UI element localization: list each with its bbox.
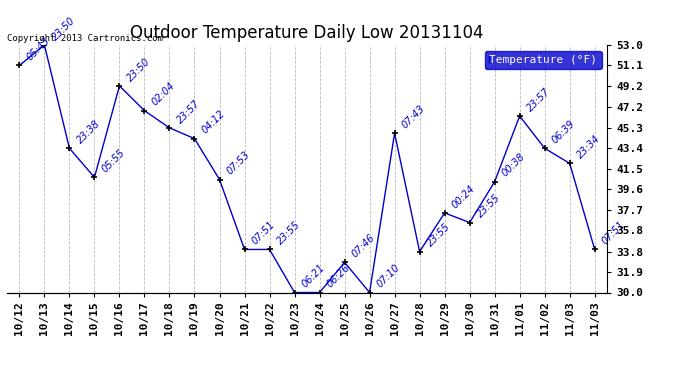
Text: 05:43: 05:43 bbox=[25, 36, 52, 63]
Text: 06:26: 06:26 bbox=[325, 262, 352, 290]
Text: 23:55: 23:55 bbox=[475, 193, 502, 220]
Text: 23:34: 23:34 bbox=[575, 134, 602, 160]
Text: 07:51: 07:51 bbox=[250, 220, 277, 247]
Text: 06:21: 06:21 bbox=[300, 262, 327, 290]
Text: 02:04: 02:04 bbox=[150, 81, 177, 108]
Text: 07:46: 07:46 bbox=[350, 232, 377, 260]
Text: 00:24: 00:24 bbox=[450, 183, 477, 210]
Text: 23:57: 23:57 bbox=[175, 98, 202, 125]
Text: Copyright 2013 Cartronics.com: Copyright 2013 Cartronics.com bbox=[7, 33, 163, 42]
Title: Outdoor Temperature Daily Low 20131104: Outdoor Temperature Daily Low 20131104 bbox=[130, 24, 484, 42]
Text: 23:50: 23:50 bbox=[125, 56, 152, 83]
Text: 23:57: 23:57 bbox=[525, 86, 552, 113]
Text: 23:50: 23:50 bbox=[50, 15, 77, 42]
Text: 07:43: 07:43 bbox=[400, 104, 427, 130]
Text: 06:39: 06:39 bbox=[550, 118, 578, 146]
Legend: Temperature (°F): Temperature (°F) bbox=[485, 51, 602, 69]
Text: 07:10: 07:10 bbox=[375, 262, 402, 290]
Text: 04:12: 04:12 bbox=[200, 109, 227, 136]
Text: 23:38: 23:38 bbox=[75, 118, 102, 146]
Text: 23:55: 23:55 bbox=[275, 220, 302, 247]
Text: 23:55: 23:55 bbox=[425, 222, 452, 249]
Text: 00:38: 00:38 bbox=[500, 152, 527, 179]
Text: 05:55: 05:55 bbox=[100, 147, 127, 175]
Text: 07:53: 07:53 bbox=[225, 150, 252, 177]
Text: 07:51: 07:51 bbox=[600, 220, 627, 247]
